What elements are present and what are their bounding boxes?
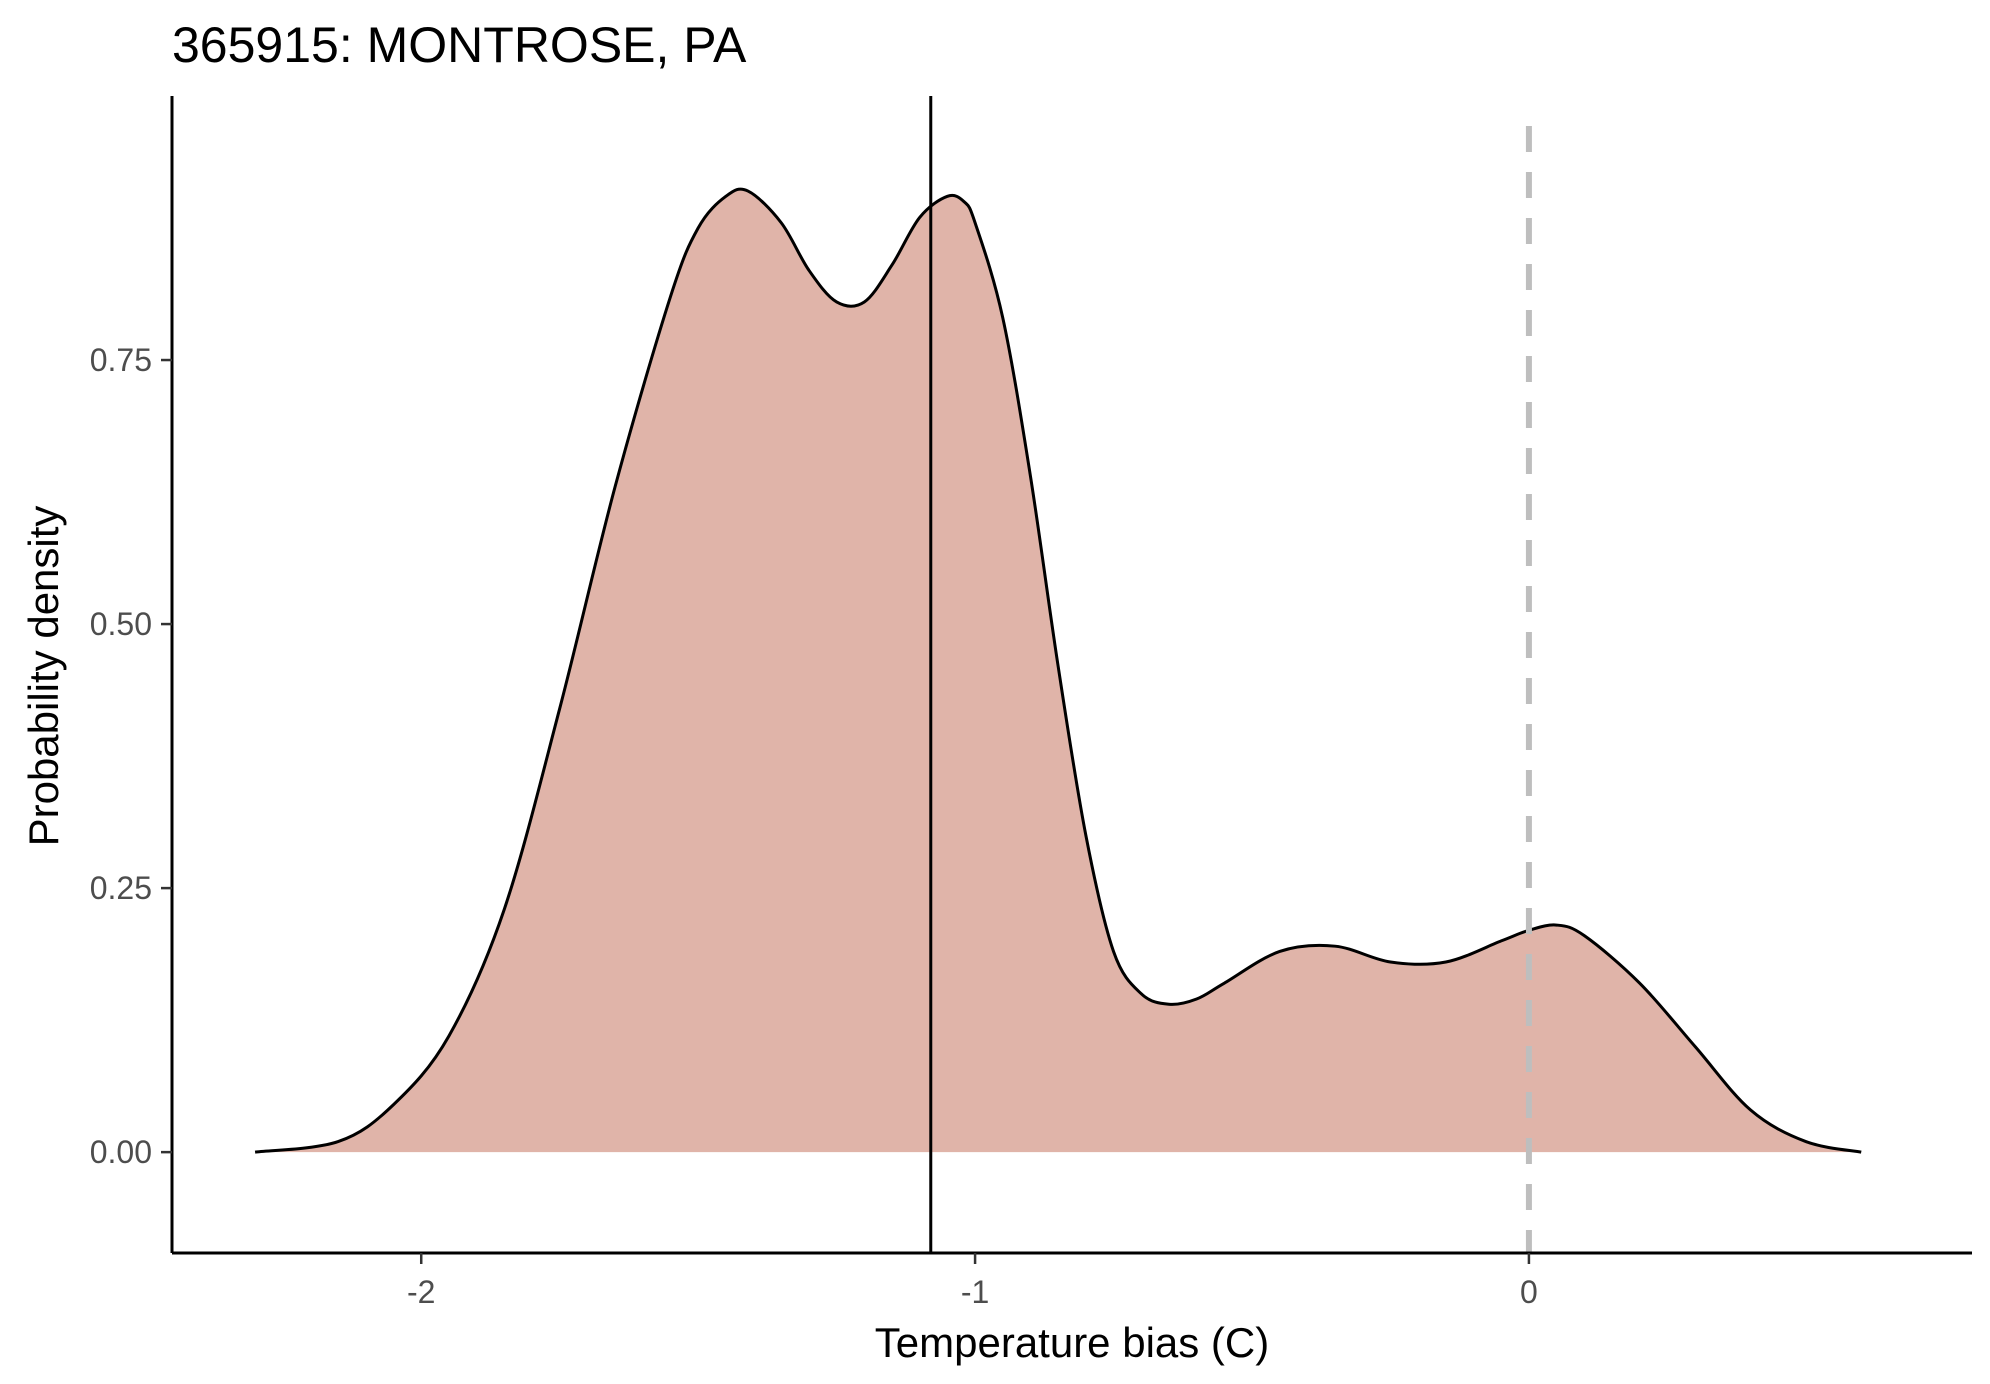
- y-tick-label: 0.00: [90, 1134, 152, 1170]
- x-tick-label: -1: [961, 1274, 989, 1310]
- chart-title: 365915: MONTROSE, PA: [172, 17, 747, 73]
- y-axis-title: Probability density: [20, 506, 67, 847]
- y-tick-label: 0.50: [90, 606, 152, 642]
- plot-area: [254, 96, 1862, 1253]
- y-tick-label: 0.25: [90, 870, 152, 906]
- y-tick-label: 0.75: [90, 342, 152, 378]
- density-curve-line: [254, 187, 1862, 1154]
- x-tick-label: -2: [407, 1274, 435, 1310]
- x-axis-ticks: -2 -1 0: [407, 1253, 1538, 1310]
- axes: -2 -1 0 0.00 0.25 0.50 0.75: [90, 96, 1972, 1310]
- x-axis-title: Temperature bias (C): [875, 1319, 1269, 1366]
- x-tick-label: 0: [1520, 1274, 1538, 1310]
- y-axis-ticks: 0.00 0.25 0.50 0.75: [90, 342, 172, 1170]
